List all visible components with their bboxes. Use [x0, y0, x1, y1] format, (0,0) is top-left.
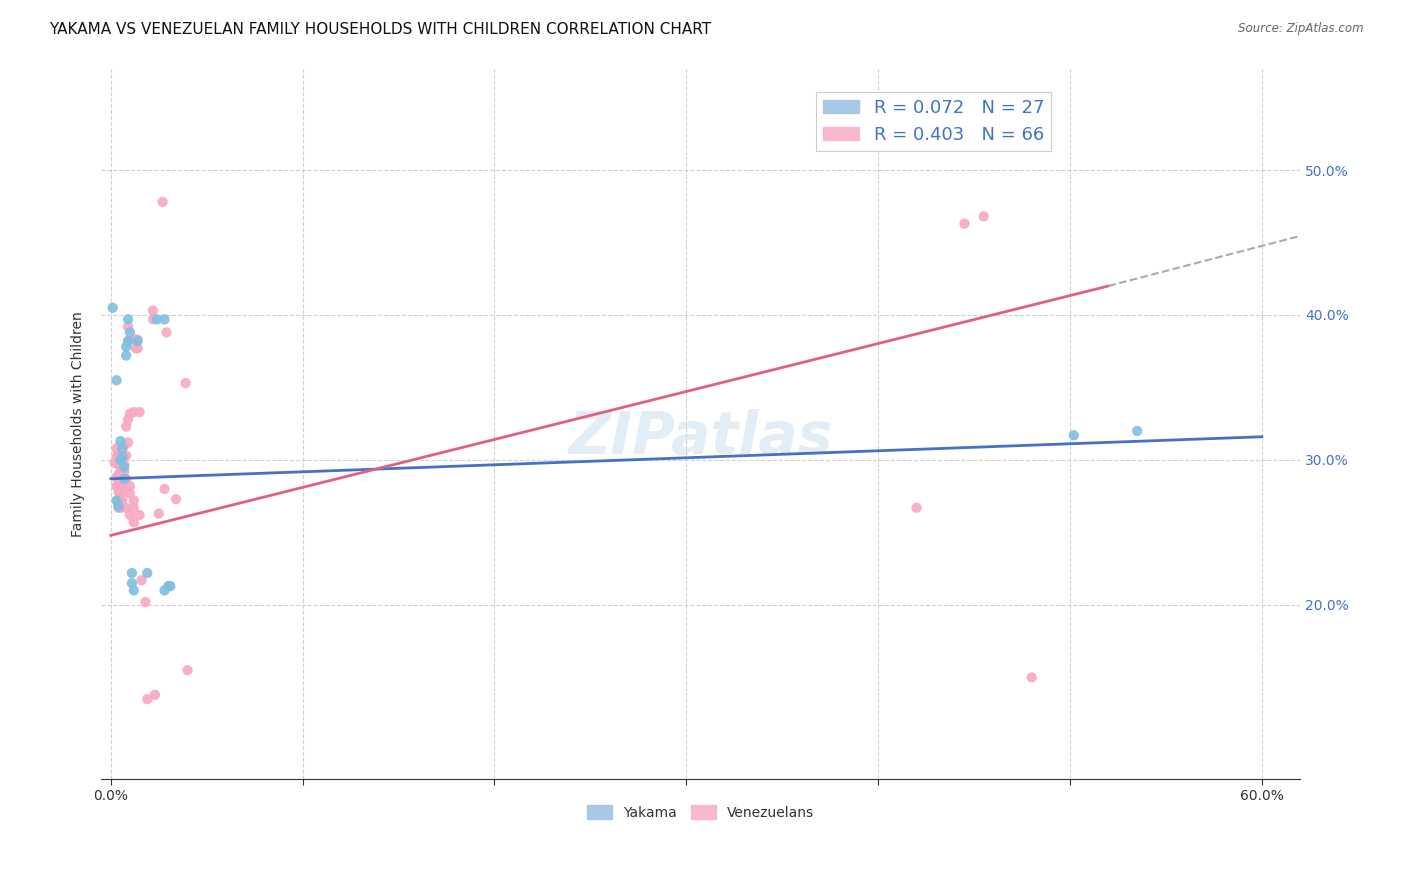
Point	[110, 479, 132, 493]
Point	[110, 500, 132, 515]
Point	[111, 477, 134, 491]
Point	[110, 470, 132, 484]
Point	[105, 470, 128, 484]
Point	[110, 493, 132, 508]
Point	[157, 579, 180, 593]
Point	[143, 688, 166, 702]
Point	[125, 333, 148, 347]
Point	[110, 453, 132, 467]
Point	[118, 486, 141, 500]
Point	[973, 210, 995, 224]
Point	[101, 301, 124, 315]
Point	[115, 340, 138, 354]
Text: Source: ZipAtlas.com: Source: ZipAtlas.com	[1239, 22, 1364, 36]
Point	[118, 479, 141, 493]
Point	[121, 566, 143, 580]
Point	[142, 312, 165, 326]
Text: YAKAMA VS VENEZUELAN FAMILY HOUSEHOLDS WITH CHILDREN CORRELATION CHART: YAKAMA VS VENEZUELAN FAMILY HOUSEHOLDS W…	[49, 22, 711, 37]
Point	[118, 326, 141, 340]
Point	[122, 405, 145, 419]
Point	[153, 482, 176, 496]
Point	[1063, 428, 1085, 442]
Point	[105, 450, 128, 464]
Point	[105, 373, 128, 387]
Point	[127, 342, 149, 356]
Point	[115, 349, 138, 363]
Point	[136, 692, 159, 706]
Point	[131, 574, 153, 588]
Point	[153, 312, 176, 326]
Point	[125, 342, 148, 356]
Point	[104, 456, 127, 470]
Point	[112, 472, 135, 486]
Point	[152, 194, 174, 209]
Point	[105, 493, 128, 508]
Point	[112, 449, 135, 463]
Point	[174, 376, 197, 391]
Point	[112, 458, 135, 472]
Point	[107, 479, 129, 493]
Point	[111, 453, 134, 467]
Point	[118, 407, 141, 421]
Point	[115, 472, 138, 486]
Point	[107, 458, 129, 472]
Point	[153, 583, 176, 598]
Point	[155, 326, 177, 340]
Point	[117, 412, 139, 426]
Point	[115, 419, 138, 434]
Point	[136, 566, 159, 580]
Point	[107, 500, 129, 514]
Point	[121, 576, 143, 591]
Point	[134, 595, 156, 609]
Point	[107, 449, 129, 463]
Point	[112, 475, 135, 489]
Point	[122, 500, 145, 515]
Legend: Yakama, Venezuelans: Yakama, Venezuelans	[582, 799, 820, 825]
Point	[110, 486, 132, 500]
Point	[117, 435, 139, 450]
Point	[110, 460, 132, 475]
Point	[112, 465, 135, 479]
Point	[122, 516, 145, 530]
Point	[107, 500, 129, 515]
Point	[118, 508, 141, 522]
Point	[115, 500, 138, 515]
Point	[148, 507, 170, 521]
Point	[127, 333, 149, 347]
Point	[107, 484, 129, 499]
Point	[165, 492, 187, 507]
Point	[112, 438, 135, 452]
Point	[128, 405, 150, 419]
Point	[117, 334, 139, 348]
Point	[111, 450, 134, 464]
Point	[122, 583, 145, 598]
Point	[105, 442, 128, 456]
Point	[111, 465, 134, 479]
Point	[115, 449, 138, 463]
Point	[159, 579, 181, 593]
Point	[111, 493, 134, 508]
Point	[111, 442, 134, 456]
Point	[107, 467, 129, 482]
Point	[176, 663, 198, 677]
Point	[128, 508, 150, 522]
Point	[105, 479, 128, 493]
Text: ZIPatlas: ZIPatlas	[568, 409, 832, 467]
Point	[112, 460, 135, 475]
Point	[117, 312, 139, 326]
Point	[127, 334, 149, 348]
Point	[905, 500, 928, 515]
Point	[142, 303, 165, 318]
Point	[117, 334, 139, 348]
Point	[107, 493, 129, 508]
Point	[1021, 670, 1043, 684]
Point	[110, 434, 132, 449]
Point	[146, 312, 169, 326]
Y-axis label: Family Households with Children: Family Households with Children	[72, 310, 86, 537]
Point	[111, 484, 134, 499]
Point	[122, 493, 145, 508]
Point	[1126, 424, 1149, 438]
Point	[953, 217, 976, 231]
Point	[117, 319, 139, 334]
